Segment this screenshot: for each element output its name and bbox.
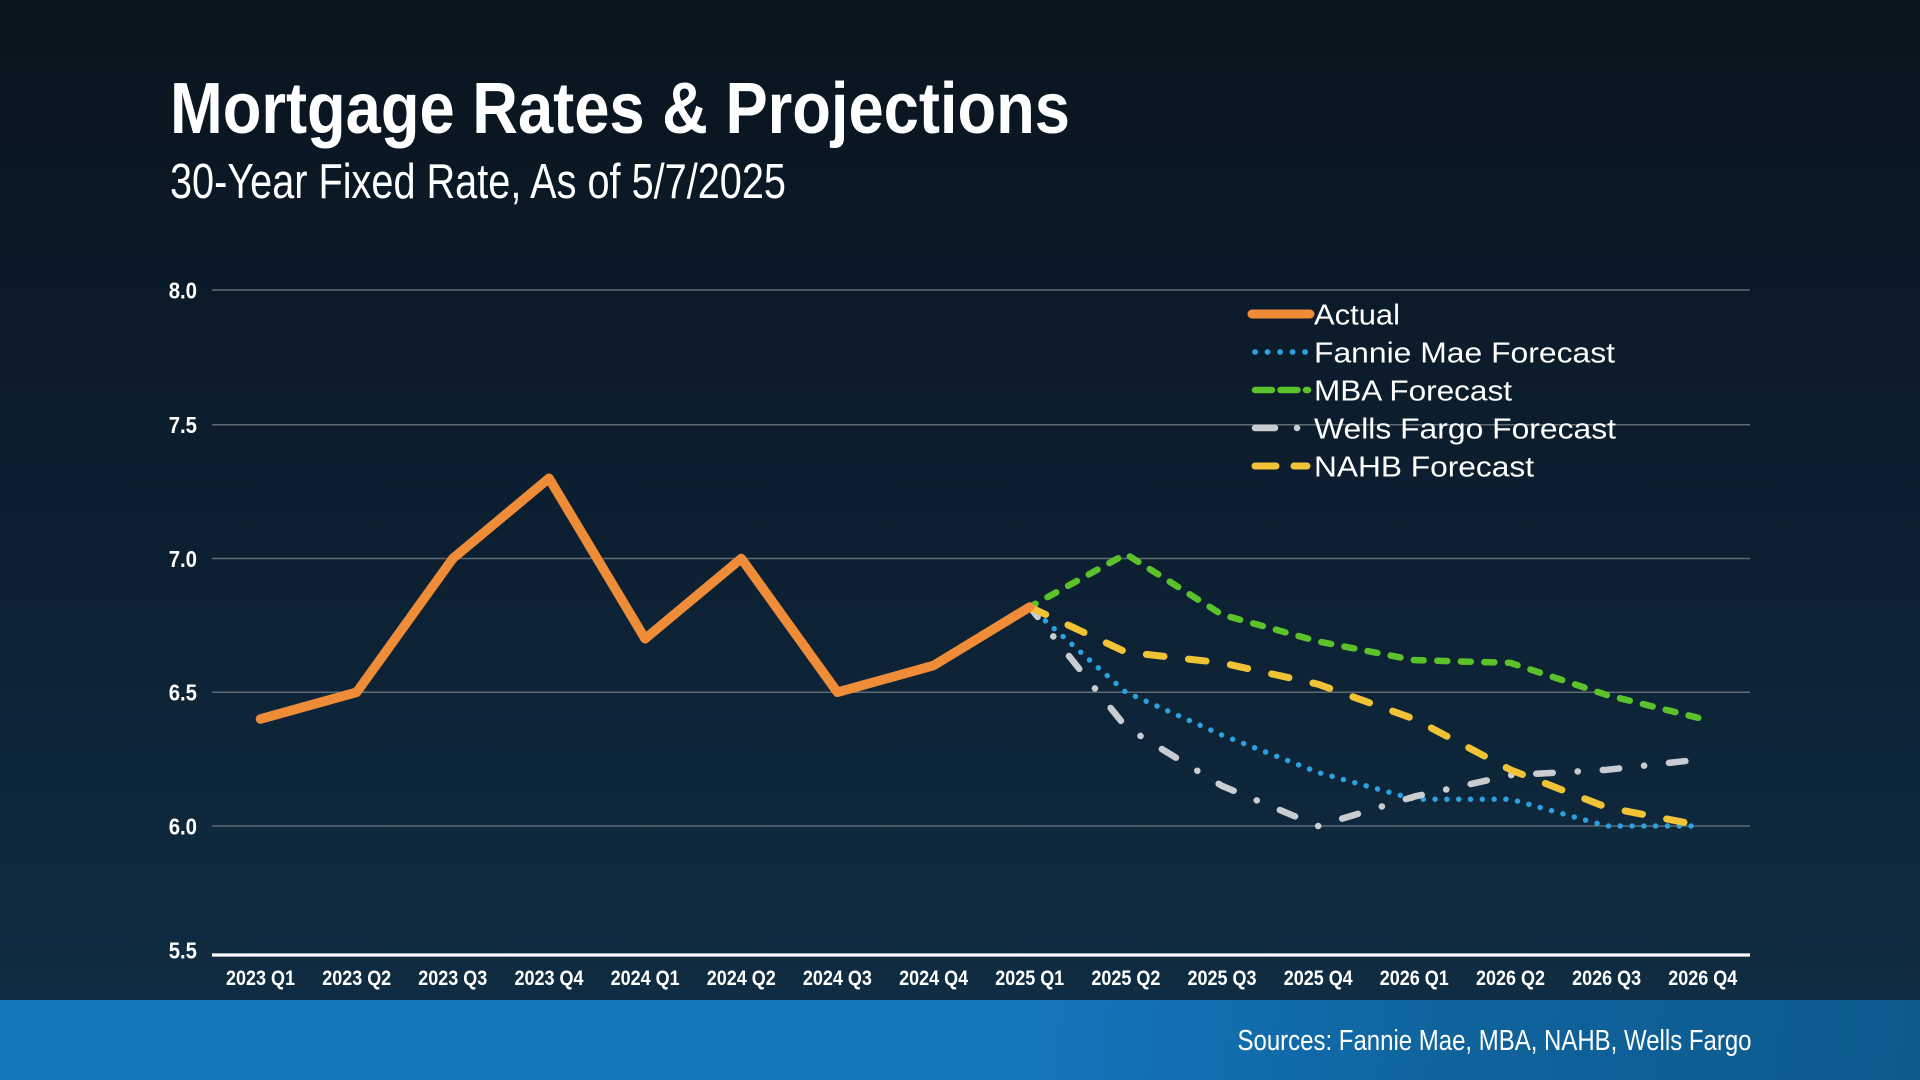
svg-text:Actual: Actual bbox=[1314, 300, 1400, 332]
svg-text:7.5: 7.5 bbox=[169, 412, 197, 438]
svg-text:2025 Q1: 2025 Q1 bbox=[995, 967, 1064, 990]
svg-text:2025 Q2: 2025 Q2 bbox=[1091, 967, 1160, 990]
svg-text:30-Year Fixed Rate, As of 5/7/: 30-Year Fixed Rate, As of 5/7/2025 bbox=[170, 155, 786, 209]
svg-text:2026 Q4: 2026 Q4 bbox=[1668, 967, 1737, 990]
svg-text:8.0: 8.0 bbox=[169, 278, 197, 304]
svg-text:2025 Q3: 2025 Q3 bbox=[1188, 967, 1257, 990]
svg-text:2024 Q3: 2024 Q3 bbox=[803, 967, 872, 990]
svg-text:2025 Q4: 2025 Q4 bbox=[1284, 967, 1353, 990]
svg-text:5.5: 5.5 bbox=[169, 938, 197, 964]
svg-text:6.0: 6.0 bbox=[169, 814, 197, 840]
svg-text:Fannie Mae Forecast: Fannie Mae Forecast bbox=[1314, 338, 1615, 370]
svg-text:2024 Q1: 2024 Q1 bbox=[611, 967, 680, 990]
svg-text:Sources: Fannie Mae, MBA, NAHB: Sources: Fannie Mae, MBA, NAHB, Wells Fa… bbox=[1238, 1025, 1752, 1057]
svg-text:2023 Q2: 2023 Q2 bbox=[322, 967, 391, 990]
svg-text:MBA Forecast: MBA Forecast bbox=[1314, 376, 1512, 408]
svg-text:Mortgage Rates & Projections: Mortgage Rates & Projections bbox=[170, 69, 1070, 149]
svg-text:2023 Q4: 2023 Q4 bbox=[515, 967, 584, 990]
svg-text:7.0: 7.0 bbox=[169, 546, 197, 572]
svg-text:6.5: 6.5 bbox=[169, 680, 197, 706]
svg-text:Wells Fargo Forecast: Wells Fargo Forecast bbox=[1314, 414, 1616, 446]
svg-text:2026 Q2: 2026 Q2 bbox=[1476, 967, 1545, 990]
svg-text:2023 Q3: 2023 Q3 bbox=[418, 967, 487, 990]
svg-text:2026 Q1: 2026 Q1 bbox=[1380, 967, 1449, 990]
svg-text:2023 Q1: 2023 Q1 bbox=[226, 967, 295, 990]
svg-text:2024 Q4: 2024 Q4 bbox=[899, 967, 968, 990]
svg-text:2026 Q3: 2026 Q3 bbox=[1572, 967, 1641, 990]
svg-text:NAHB Forecast: NAHB Forecast bbox=[1314, 452, 1534, 484]
svg-text:2024 Q2: 2024 Q2 bbox=[707, 967, 776, 990]
